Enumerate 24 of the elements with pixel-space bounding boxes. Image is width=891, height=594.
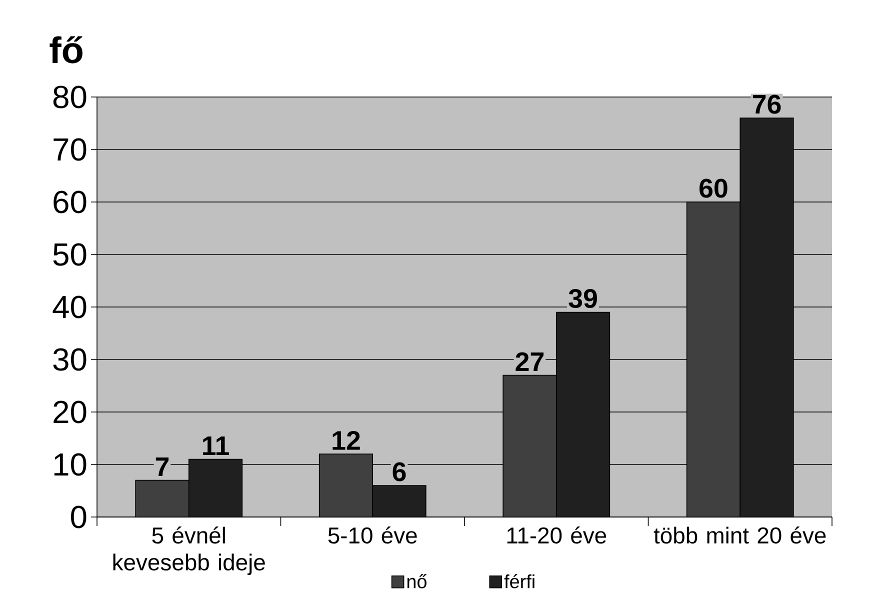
data-label: 12 [332, 431, 360, 450]
x-tick-label: 5-10 éve [328, 526, 417, 544]
y-tick-label: 50 [53, 243, 86, 266]
y-tick-label: 10 [54, 453, 86, 476]
y-tick-label: 0 [71, 506, 86, 528]
x-tick-label: több mint 20 éve [654, 526, 826, 544]
data-label: 60 [700, 178, 728, 198]
y-tick-label: 40 [52, 296, 86, 318]
data-label: 76 [752, 94, 781, 114]
y-tick-label: 60 [54, 190, 86, 214]
y-tick-label: 20 [54, 400, 86, 424]
data-label: 6 [392, 462, 406, 482]
data-label: 39 [568, 288, 597, 308]
y-axis-title: fő [50, 36, 82, 64]
data-label: 27 [516, 352, 544, 372]
data-label: 7 [156, 458, 169, 476]
data-label: 11 [202, 436, 229, 456]
legend-label: férfi [504, 574, 534, 588]
y-tick-label: 30 [53, 348, 86, 371]
y-tick-label: 80 [53, 86, 86, 108]
x-tick-label: 5 évnél kevesebb ideje [113, 526, 265, 576]
y-tick-label: 70 [54, 138, 86, 161]
legend-label: nő [407, 574, 427, 588]
x-tick-label: 11-20 éve [507, 526, 606, 544]
